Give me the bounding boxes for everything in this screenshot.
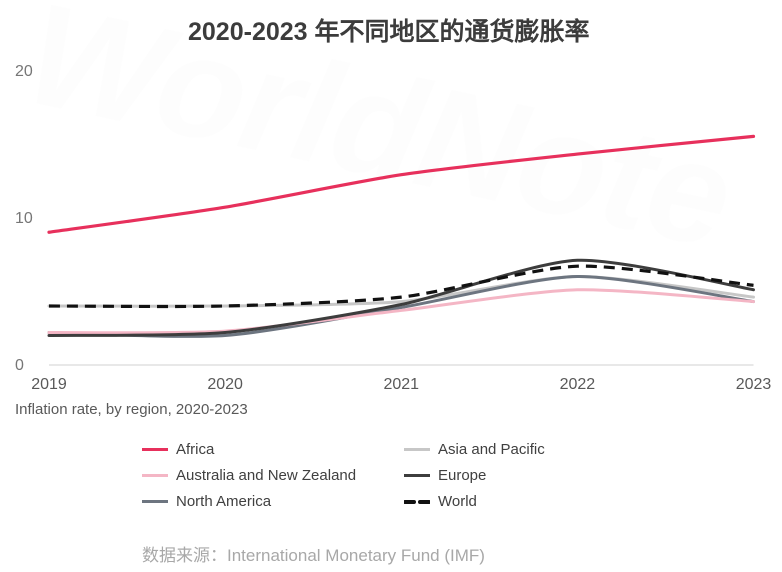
svg-text:2022: 2022 — [560, 376, 596, 393]
svg-text:2020: 2020 — [207, 376, 243, 393]
svg-text:10: 10 — [15, 210, 33, 227]
svg-text:2019: 2019 — [31, 376, 67, 393]
svg-text:20: 20 — [15, 63, 33, 80]
svg-text:2023: 2023 — [736, 376, 772, 393]
svg-text:2021: 2021 — [383, 376, 419, 393]
svg-text:WorldNote: WorldNote — [14, 0, 744, 278]
svg-text:0: 0 — [15, 357, 24, 374]
